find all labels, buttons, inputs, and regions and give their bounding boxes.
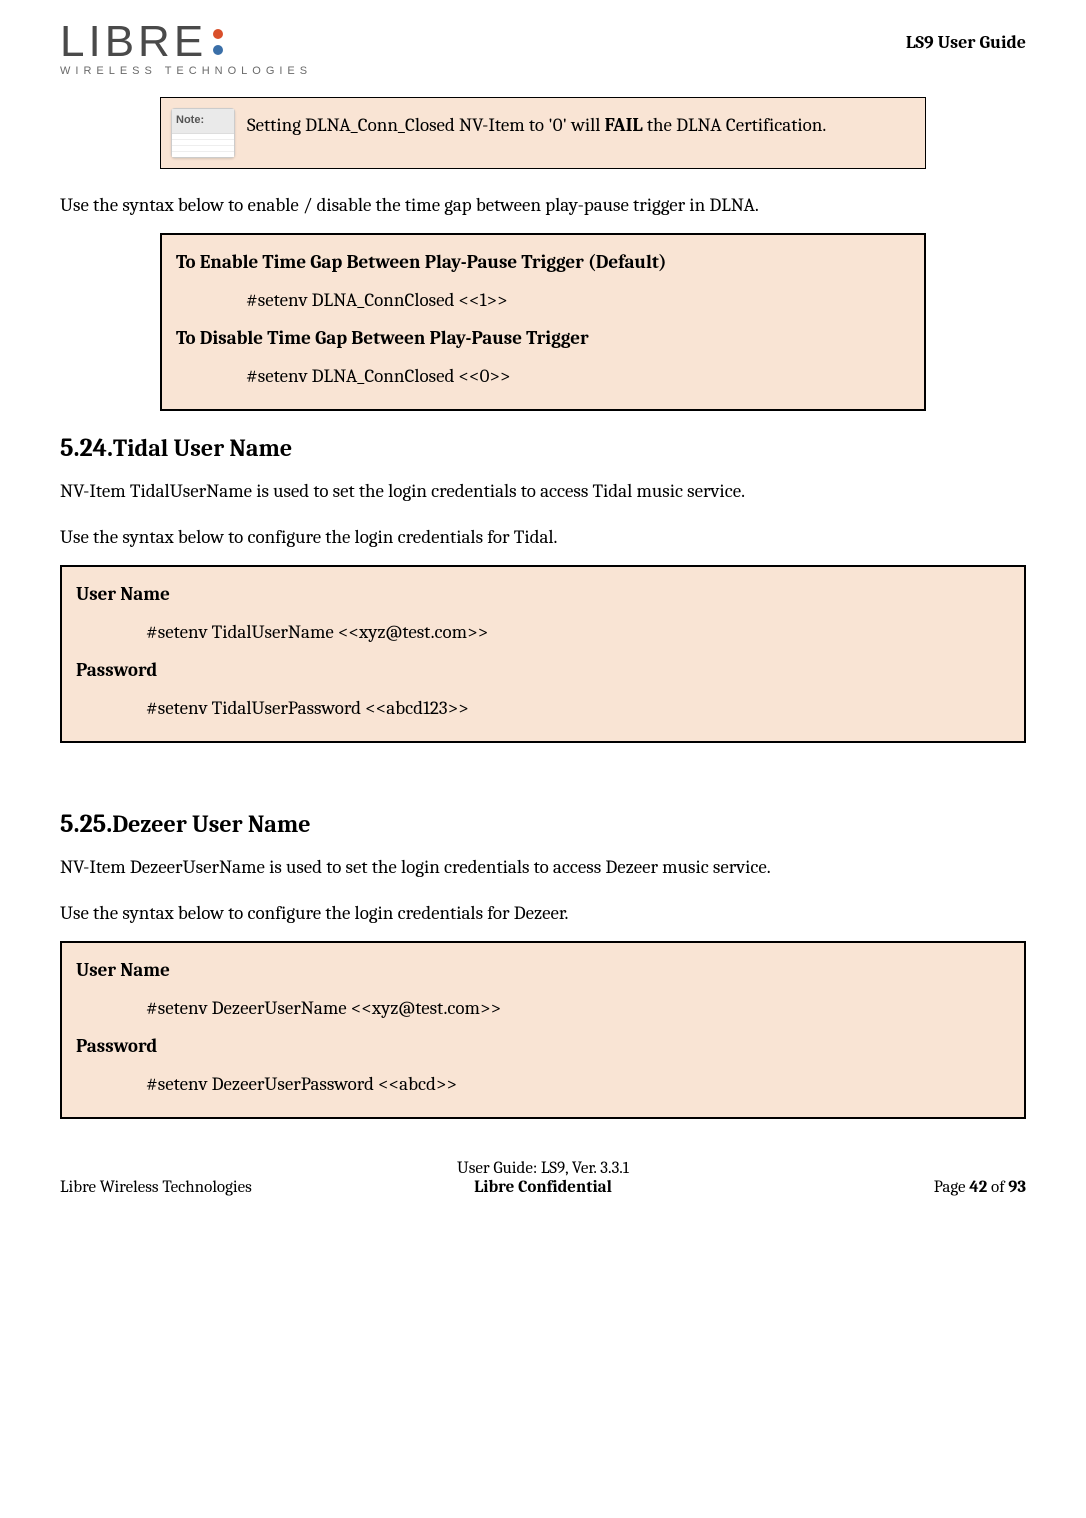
code-line: #setenv DLNA_ConnClosed <<0>> bbox=[176, 357, 910, 395]
code-line: #setenv TidalUserName <<xyz@test.com>> bbox=[76, 613, 1010, 651]
logo-dot bbox=[213, 45, 223, 55]
spacer bbox=[60, 763, 1026, 787]
page-footer: Libre Wireless Technologies User Guide: … bbox=[60, 1159, 1026, 1217]
code-heading: User Name bbox=[76, 951, 1010, 989]
body-paragraph: NV-Item DezeerUserName is used to set th… bbox=[60, 849, 1026, 885]
footer-center: User Guide: LS9, Ver. 3.3.1 Libre Confid… bbox=[382, 1159, 704, 1197]
logo-text: LIBRE bbox=[60, 20, 207, 64]
footer-confidential: Libre Confidential bbox=[382, 1178, 704, 1197]
logo-dots-icon bbox=[213, 29, 223, 55]
footer-right: Page 42 of 93 bbox=[704, 1178, 1026, 1197]
code-line: #setenv DezeerUserName <<xyz@test.com>> bbox=[76, 989, 1010, 1027]
code-heading: User Name bbox=[76, 575, 1010, 613]
code-box-tidal: User Name #setenv TidalUserName <<xyz@te… bbox=[60, 565, 1026, 743]
logo-subtitle: WIRELESS TECHNOLOGIES bbox=[60, 66, 312, 77]
section-heading-525: 5.25.Dezeer User Name bbox=[60, 809, 1026, 839]
code-heading: Password bbox=[76, 1027, 1010, 1065]
body-paragraph: Use the syntax below to enable / disable… bbox=[60, 187, 1026, 223]
logo: LIBRE WIRELESS TECHNOLOGIES bbox=[60, 20, 312, 77]
footer-total: 93 bbox=[1008, 1178, 1026, 1197]
footer-page-num: 42 bbox=[969, 1178, 987, 1197]
code-line: #setenv TidalUserPassword <<abcd123>> bbox=[76, 689, 1010, 727]
footer-page-label: Page bbox=[934, 1178, 970, 1197]
section-number: 5.25. bbox=[60, 809, 112, 839]
code-box-dezeer: User Name #setenv DezeerUserName <<xyz@t… bbox=[60, 941, 1026, 1119]
body-paragraph: Use the syntax below to configure the lo… bbox=[60, 519, 1026, 555]
page-header: LIBRE WIRELESS TECHNOLOGIES LS9 User Gui… bbox=[60, 20, 1026, 77]
code-heading: Password bbox=[76, 651, 1010, 689]
section-heading-524: 5.24.Tidal User Name bbox=[60, 433, 1026, 463]
code-heading: To Enable Time Gap Between Play-Pause Tr… bbox=[176, 243, 910, 281]
logo-main-text: LIBRE bbox=[60, 20, 312, 64]
section-number: 5.24. bbox=[60, 433, 113, 463]
footer-left: Libre Wireless Technologies bbox=[60, 1178, 382, 1197]
section-title: Tidal User Name bbox=[113, 434, 292, 462]
note-text-post: the DLNA Certification. bbox=[643, 114, 827, 136]
body-paragraph: NV-Item TidalUserName is used to set the… bbox=[60, 473, 1026, 509]
note-icon: Note: bbox=[171, 108, 235, 158]
note-text-bold: FAIL bbox=[605, 114, 643, 136]
note-box: Note: Setting DLNA_Conn_Closed NV-Item t… bbox=[160, 97, 926, 169]
code-heading: To Disable Time Gap Between Play-Pause T… bbox=[176, 319, 910, 357]
code-box-dlna: To Enable Time Gap Between Play-Pause Tr… bbox=[160, 233, 926, 411]
note-icon-label: Note: bbox=[172, 109, 234, 134]
footer-of: of bbox=[987, 1178, 1008, 1197]
note-icon-body bbox=[172, 134, 234, 157]
logo-dot bbox=[213, 29, 223, 39]
note-text-pre: Setting DLNA_Conn_Closed NV-Item to '0' … bbox=[247, 114, 605, 136]
guide-title: LS9 User Guide bbox=[906, 32, 1026, 53]
note-text: Setting DLNA_Conn_Closed NV-Item to '0' … bbox=[247, 108, 826, 142]
footer-version: User Guide: LS9, Ver. 3.3.1 bbox=[382, 1159, 704, 1178]
section-title: Dezeer User Name bbox=[112, 810, 310, 838]
body-paragraph: Use the syntax below to configure the lo… bbox=[60, 895, 1026, 931]
code-line: #setenv DezeerUserPassword <<abcd>> bbox=[76, 1065, 1010, 1103]
code-line: #setenv DLNA_ConnClosed <<1>> bbox=[176, 281, 910, 319]
